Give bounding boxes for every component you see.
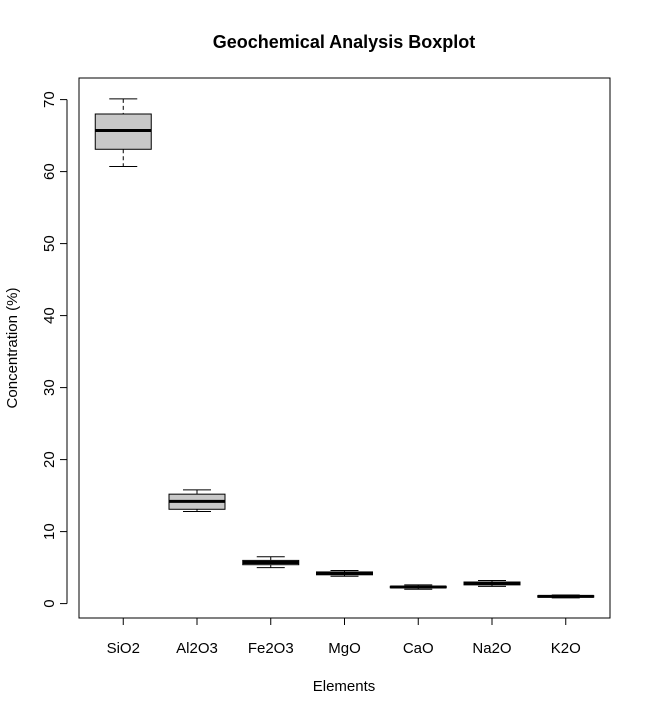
boxes [94,98,595,599]
x-tick-label: MgO [328,640,361,657]
box-na2o [463,580,521,587]
plot-frame [78,77,611,619]
box-k2o [537,594,595,599]
y-axis: 0 10 20 30 40 50 60 70 [41,91,68,608]
y-tick-label: 60 [41,163,58,180]
y-tick-label: 10 [41,523,58,540]
x-tick-label: K2O [551,640,581,657]
y-tick-label: 70 [41,91,58,108]
box-sio2 [94,98,152,168]
x-axis: SiO2 Al2O3 Fe2O3 MgO CaO Na2O K2O [107,617,581,657]
y-axis-label: Concentration (%) [4,288,21,409]
x-tick-label: Fe2O3 [248,640,294,657]
chart-title: Geochemical Analysis Boxplot [213,32,475,52]
x-tick-label: CaO [403,640,434,657]
x-tick-label: Na2O [472,640,511,657]
y-tick-label: 40 [41,307,58,324]
y-tick-label: 50 [41,235,58,252]
box-mgo [316,569,373,577]
box-cao [389,584,447,590]
x-tick-label: Al2O3 [176,640,218,657]
x-axis-label: Elements [313,678,376,695]
y-tick-label: 30 [41,379,58,396]
y-tick-label: 0 [41,599,58,607]
x-tick-label: SiO2 [107,640,140,657]
y-tick-label: 20 [41,451,58,468]
box-fe2o3 [242,556,300,569]
box-al2o3 [168,489,226,512]
